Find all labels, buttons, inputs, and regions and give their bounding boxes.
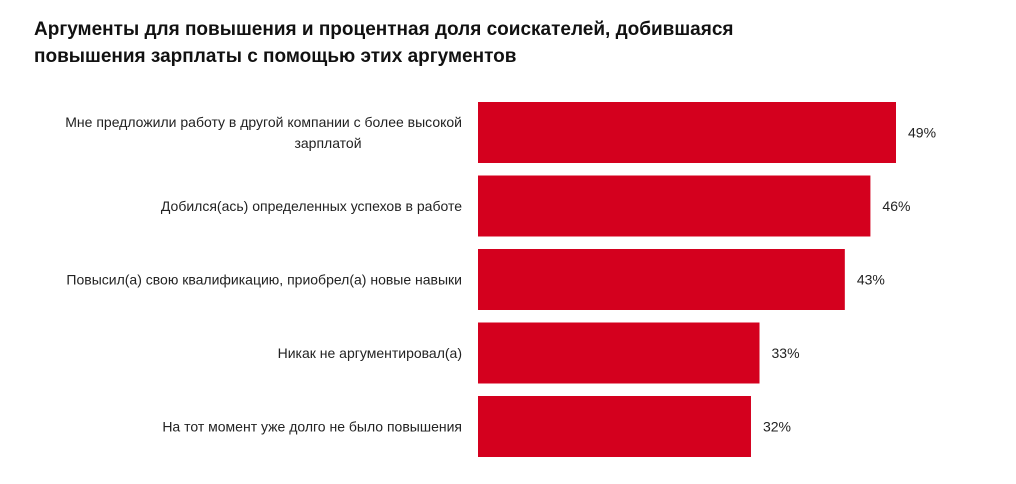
chart-title: Аргументы для повышения и процентная дол… <box>34 16 794 70</box>
category-label-5: На тот момент уже долго не было повышени… <box>162 419 462 435</box>
value-label-5: 32% <box>763 419 791 435</box>
bar-3 <box>478 249 845 310</box>
value-label-1: 49% <box>908 125 936 141</box>
value-label-3: 43% <box>857 272 885 288</box>
category-label-2: Добился(ась) определенных успехов в рабо… <box>161 198 462 214</box>
category-label-4: Никак не аргументировал(а) <box>278 345 462 361</box>
chart-title-line-2: повышения зарплаты с помощью этих аргуме… <box>34 46 517 67</box>
category-label-3: Повысил(а) свою квалификацию, приобрел(а… <box>66 272 462 288</box>
chart-title-line-1: Аргументы для повышения и процентная дол… <box>34 19 734 40</box>
bar-1 <box>478 102 896 163</box>
bar-2 <box>478 175 871 237</box>
value-label-4: 33% <box>772 345 800 361</box>
value-label-2: 46% <box>882 198 910 214</box>
bar-5 <box>478 396 751 457</box>
bar-4 <box>478 322 760 384</box>
category-label-1-line-1: Мне предложили работу в другой компании … <box>65 114 462 130</box>
category-label-1-line-2: зарплатой <box>294 135 361 151</box>
